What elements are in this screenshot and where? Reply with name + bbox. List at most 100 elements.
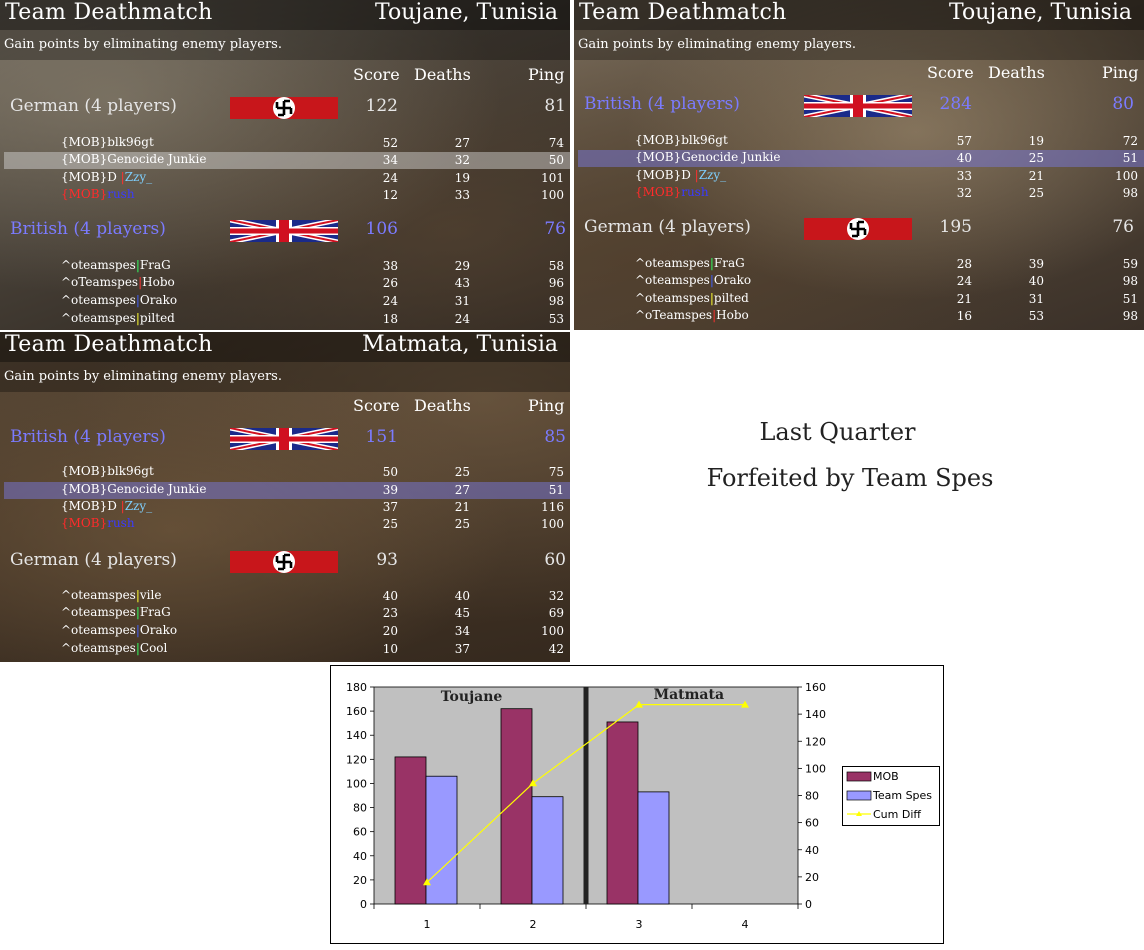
y-right-tick-label: 80 [805,790,819,803]
clan-tag: {MOB} [61,152,108,166]
player-deaths: 45 [454,606,470,620]
y-left-tick-label: 180 [346,681,367,694]
player-ping: 98 [1122,274,1138,288]
col-deaths: Deaths [988,63,1045,82]
y-left-tick-label: 80 [353,802,367,815]
clan-tag: {MOB} [61,187,108,201]
team-ping: 76 [544,219,566,239]
player-ping: 116 [541,500,564,514]
clan-tag: ^oteamspes [61,293,136,307]
player-deaths: 19 [454,171,470,185]
player-ping: 98 [1122,309,1138,323]
legend-team-spes: Team Spes [873,789,933,802]
legend-swatch-spes [846,790,872,801]
x-tick-label: 1 [424,918,431,931]
chart-legend: MOB Team Spes Cum Diff [842,766,940,826]
player-deaths: 40 [454,589,470,603]
col-score: Score [353,65,400,84]
legend-marker-cumdiff [856,811,862,816]
line-cum-diff [426,704,745,883]
scoreboard-header [574,0,1144,30]
player-name: rush [681,185,709,199]
player-name: D [107,170,117,184]
player-ping: 96 [548,276,564,290]
british-flag-icon [230,428,338,450]
player-score: 23 [382,606,398,620]
map-name: Matmata, Tunisia [362,332,558,357]
player-ping: 72 [1122,134,1138,148]
x-tick-label: 2 [530,918,537,931]
y-left-tick-label: 120 [346,753,367,766]
player-score: 37 [382,500,398,514]
player-score: 25 [382,517,398,531]
scoreboard-3: Team Deathmatch Matmata, Tunisia Gain po… [0,332,570,662]
annotation-matmata: Matmata [654,687,724,703]
y-left-tick-label: 40 [353,850,367,863]
player-score: 21 [956,292,972,306]
player-name: FraG [139,605,171,619]
scoreboard-1: Team Deathmatch Toujane, Tunisia Gain po… [0,0,570,330]
y-right-tick-label: 140 [805,708,826,721]
clan-tag: ^oteamspes [61,641,136,655]
team-score: 284 [939,94,972,114]
player-name: blk96gt [107,135,154,149]
clan-tag: {MOB} [635,133,682,147]
team-score: 93 [376,550,398,570]
bar-mob [606,721,639,905]
player-ping: 98 [1122,186,1138,200]
annotation-toujane: Toujane [441,689,503,705]
team-ping: 80 [1112,94,1134,114]
player-name: Genocide Junkie [107,152,207,166]
clan-tag: ^oteamspes [61,623,136,637]
player-ping: 42 [548,642,564,656]
player-name: Cool [139,641,168,655]
player-ping: 58 [548,259,564,273]
y-left-tick-label: 0 [360,898,367,911]
player-ping: 69 [548,606,564,620]
map-name: Toujane, Tunisia [375,0,558,25]
results-chart: 1 2 3 4 0 20 40 60 80 100 120 140 160 180 0 20 40 60 80 100… [330,665,944,944]
y-right-tick-label: 100 [805,762,826,775]
player-deaths: 31 [454,294,470,308]
player-ping: 59 [1122,257,1138,271]
y-right-tick-label: 120 [805,735,826,748]
legend-swatch-mob [846,771,872,782]
clan-tag: {MOB} [61,482,108,496]
player-name: Hobo [142,275,175,289]
subtitle-band [574,30,1144,60]
team-ping: 76 [1112,217,1134,237]
player-deaths: 21 [454,500,470,514]
player-deaths: 27 [454,483,470,497]
player-ping: 53 [548,312,564,326]
player-name: rush [107,516,135,530]
player-deaths: 43 [454,276,470,290]
player-ping: 51 [1122,151,1138,165]
col-score: Score [353,396,400,415]
scoreboard-header [0,332,570,362]
player-score: 38 [382,259,398,273]
player-deaths: 29 [454,259,470,273]
player-name-suffix: Zzy_ [698,168,727,182]
col-score: Score [927,63,974,82]
player-ping: 101 [541,171,564,185]
mode-description: Gain points by eliminating enemy players… [4,369,282,384]
player-name: FraG [713,256,745,270]
player-name: vile [139,588,162,602]
player-name: Genocide Junkie [681,150,781,164]
player-deaths: 32 [454,153,470,167]
player-ping: 100 [541,624,564,638]
player-name-suffix: Zzy_ [124,499,153,513]
y-left-tick-label: 100 [346,777,367,790]
team-score: 106 [365,219,398,239]
point-cum-diff [741,700,749,708]
game-mode-title: Team Deathmatch [579,0,787,25]
clan-tag: ^oteamspes [635,291,710,305]
forfeit-note: Forfeited by Team Spes [706,464,994,492]
player-name: Orako [139,623,178,637]
player-ping: 100 [1115,169,1138,183]
y-right-tick-label: 40 [805,844,819,857]
bar-team-spes [637,791,670,905]
point-cum-diff [635,700,643,708]
player-deaths: 37 [454,642,470,656]
player-deaths: 24 [454,312,470,326]
